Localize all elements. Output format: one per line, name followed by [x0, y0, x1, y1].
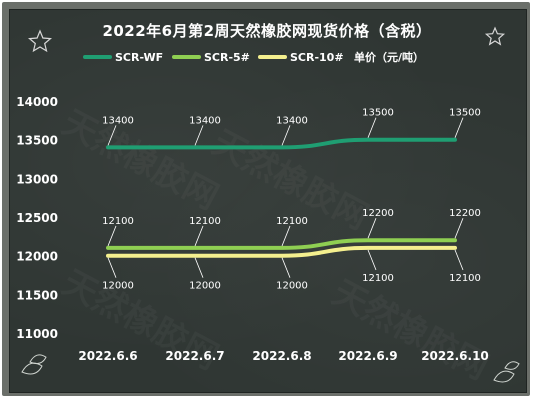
leaf-icon	[29, 354, 47, 365]
data-label-leader	[454, 218, 464, 239]
unit-label: 单价（元/吨）	[354, 50, 424, 64]
x-axis: 2022.6.6 2022.6.7 2022.6.8 2022.6.9 2022.6.1…	[78, 349, 488, 363]
x-tick-label: 2022.6.10	[421, 349, 489, 363]
legend-label: SCR-WF	[115, 51, 163, 64]
star-icon	[27, 29, 53, 53]
data-label-leader	[281, 225, 291, 247]
data-label-leader	[194, 225, 204, 247]
data-label: 13400	[189, 115, 221, 126]
leaf-icon	[493, 370, 515, 383]
x-tick-label: 2022.6.7	[165, 349, 224, 363]
data-label: 12000	[102, 281, 134, 292]
legend-label: SCR-5#	[204, 51, 250, 64]
data-label: 13500	[362, 108, 394, 119]
y-tick-label: 11000	[16, 327, 58, 341]
data-label-leader	[107, 225, 117, 247]
data-label-leader	[107, 257, 117, 278]
data-label: 12200	[362, 208, 394, 219]
data-label-leader	[367, 117, 377, 138]
data-label: 12100	[189, 216, 221, 227]
watermark-text: 天然橡胶网	[326, 273, 495, 388]
data-label-leader	[367, 249, 377, 271]
data-label: 12100	[449, 273, 481, 284]
x-tick-label: 2022.6.9	[338, 349, 397, 363]
leaf-icon	[504, 361, 520, 370]
data-label: 12100	[362, 273, 394, 284]
data-label: 12000	[276, 281, 308, 292]
data-label-leader	[107, 125, 117, 146]
series-line	[106, 137, 457, 150]
data-label-leader	[194, 125, 204, 146]
data-label: 12100	[276, 216, 308, 227]
series-line	[106, 245, 457, 258]
data-label-leader	[454, 117, 464, 138]
leaf-icon	[21, 362, 43, 375]
data-label-leader	[454, 249, 464, 271]
data-labels: 13400 13400 13400 13500 13500 12100 12100 12100…	[102, 108, 481, 292]
data-label: 12200	[449, 208, 481, 219]
y-tick-label: 13500	[16, 134, 58, 148]
y-tick-label: 13000	[16, 172, 58, 186]
y-tick-label: 12000	[16, 250, 58, 264]
legend-label: SCR-10#	[290, 51, 344, 64]
data-label: 12000	[189, 281, 221, 292]
data-label-leader	[281, 125, 291, 146]
data-label: 13400	[102, 115, 134, 126]
star-icon	[484, 26, 506, 46]
data-label: 13400	[276, 115, 308, 126]
legend: SCR-WF SCR-5# SCR-10# 单价（元/吨）	[83, 50, 424, 64]
chart-title: 2022年6月第2周天然橡胶网现货价格（含税）	[102, 22, 431, 40]
x-tick-label: 2022.6.8	[252, 349, 311, 363]
data-label-leader	[281, 257, 291, 278]
series-line	[106, 238, 457, 250]
data-label-leader	[367, 218, 377, 239]
data-label: 12100	[102, 216, 134, 227]
y-tick-label: 14000	[16, 95, 58, 109]
data-label: 13500	[449, 108, 481, 119]
y-tick-label: 12500	[16, 211, 58, 225]
data-label-leader	[194, 257, 204, 278]
decoration-layer	[21, 26, 520, 383]
y-tick-label: 11500	[16, 288, 58, 302]
x-tick-label: 2022.6.6	[78, 349, 137, 363]
chalkboard	[9, 9, 527, 393]
series-lines	[106, 137, 457, 258]
y-axis: 11000 11500 12000 12500 13000 13500 14000	[16, 95, 58, 341]
